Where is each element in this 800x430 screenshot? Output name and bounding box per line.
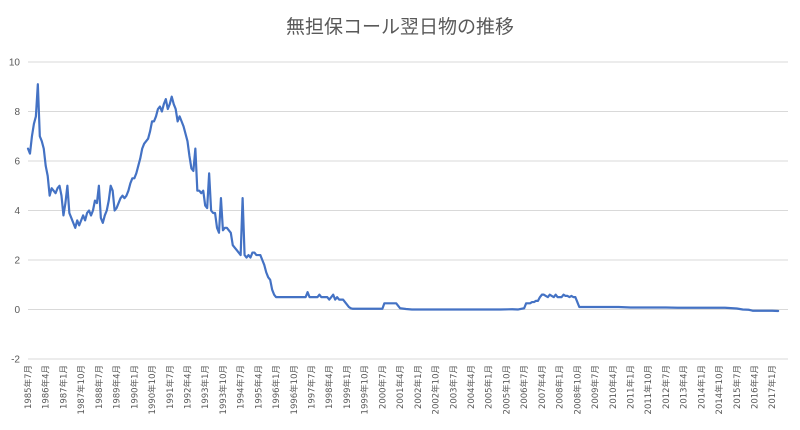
y-tick-label: 4 <box>14 206 20 217</box>
x-tick-label: 2002年10月 <box>431 365 442 414</box>
x-tick-label: 2004年4月 <box>466 365 477 409</box>
y-tick-label: 0 <box>14 305 20 316</box>
x-tick-label: 1996年1月 <box>271 365 282 409</box>
x-tick-label: 1990年10月 <box>147 365 158 414</box>
x-tick-label: 2007年4月 <box>537 365 548 409</box>
x-tick-label: 2002年1月 <box>413 365 424 409</box>
y-tick-label: 10 <box>9 58 21 69</box>
x-axis-ticks: 1985年7月 1986年4月 1987年1月 1987年10月 1988年7月 1989… <box>23 365 778 414</box>
x-tick-label: 2006年7月 <box>519 365 530 409</box>
x-tick-label: 1993年10月 <box>218 365 229 414</box>
x-tick-label: 1993年1月 <box>200 365 211 409</box>
x-tick-label: 2008年10月 <box>572 365 583 414</box>
series-group <box>26 83 780 313</box>
x-tick-label: 1991年7月 <box>165 365 176 409</box>
x-tick-label: 2016年4月 <box>750 365 761 409</box>
x-tick-label: 2003年7月 <box>448 365 459 409</box>
x-tick-label: 1987年1月 <box>58 365 69 409</box>
x-tick-label: 1996年10月 <box>289 365 300 414</box>
x-tick-label: 2017年1月 <box>767 365 778 409</box>
y-tick-label: 2 <box>14 256 20 267</box>
x-tick-label: 1988年7月 <box>94 365 105 409</box>
x-tick-label: 1986年4月 <box>41 365 52 409</box>
x-tick-label: 2009年7月 <box>590 365 601 409</box>
x-tick-label: 2014年10月 <box>714 365 725 414</box>
y-tick-label: -2 <box>11 355 20 366</box>
x-tick-label: 1994年7月 <box>236 365 247 409</box>
y-axis-ticks: -2 0 2 4 6 8 10 <box>9 58 21 366</box>
x-tick-label: 1995年4月 <box>253 365 264 409</box>
y-tick-label: 6 <box>14 157 20 168</box>
gridlines <box>28 61 788 360</box>
x-tick-label: 1989年4月 <box>112 365 123 409</box>
x-tick-label: 2005年10月 <box>501 365 512 414</box>
x-tick-label: 2000年7月 <box>377 365 388 409</box>
x-tick-label: 2011年10月 <box>643 365 654 414</box>
x-tick-label: 1985年7月 <box>23 365 34 409</box>
x-tick-label: 2005年1月 <box>484 365 495 409</box>
x-tick-label: 1997年7月 <box>307 365 318 409</box>
x-tick-label: 2014年1月 <box>696 365 707 409</box>
x-tick-label: 2011年1月 <box>625 365 636 409</box>
x-tick-label: 1992年4月 <box>182 365 193 409</box>
x-tick-label: 1998年4月 <box>324 365 335 409</box>
x-tick-label: 1999年10月 <box>360 365 371 414</box>
x-tick-label: 2010年4月 <box>608 365 619 409</box>
x-tick-label: 2012年7月 <box>661 365 672 409</box>
x-tick-label: 2015年7月 <box>732 365 743 409</box>
series-line <box>26 83 780 313</box>
x-tick-label: 2008年1月 <box>555 365 566 409</box>
chart-title: 無担保コール翌日物の推移 <box>285 16 514 38</box>
x-tick-label: 1987年10月 <box>76 365 87 414</box>
x-tick-label: 1999年1月 <box>342 365 353 409</box>
x-tick-label: 2013年4月 <box>679 365 690 409</box>
y-tick-label: 8 <box>14 107 20 118</box>
x-tick-label: 1990年1月 <box>129 365 140 409</box>
x-tick-label: 2001年4月 <box>395 365 406 409</box>
